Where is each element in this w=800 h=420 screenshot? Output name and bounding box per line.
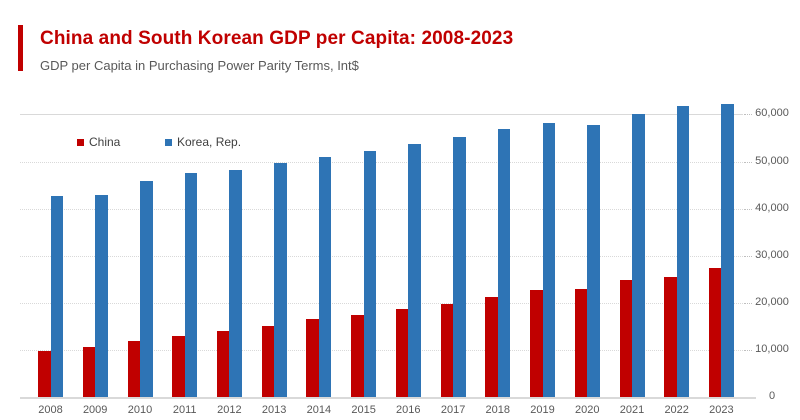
y-tick-label-60000: 60,000 bbox=[755, 107, 789, 119]
x-label-2022: 2022 bbox=[664, 404, 689, 416]
bar-korea-2009 bbox=[95, 194, 108, 397]
plot-area: 0 10,000 20,000 30,000 40,000 50,000 60,000 200… bbox=[20, 90, 789, 416]
bar-korea-2013 bbox=[274, 163, 287, 397]
legend-label-china: China bbox=[89, 135, 121, 149]
bar-korea-2008 bbox=[50, 195, 63, 397]
y-tick-50000 bbox=[744, 162, 752, 163]
bar-korea-2014 bbox=[318, 156, 332, 397]
china-legend-swatch-icon bbox=[77, 138, 84, 146]
bar-china-2016 bbox=[395, 309, 409, 397]
bar-korea-2012 bbox=[229, 169, 242, 397]
x-label-2023: 2023 bbox=[709, 404, 734, 416]
bar-korea-2018 bbox=[497, 129, 511, 397]
y-tick-label-30000: 30,000 bbox=[755, 249, 789, 261]
legend-item-korea: Korea, Rep. bbox=[165, 135, 241, 149]
bar-china-2018 bbox=[485, 297, 498, 397]
bar-korea-2011 bbox=[184, 173, 198, 397]
gridline-10000 bbox=[20, 350, 743, 351]
x-label-2013: 2013 bbox=[261, 404, 287, 416]
gridline-20000 bbox=[20, 303, 743, 304]
y-tick-label-10000: 10,000 bbox=[755, 343, 789, 355]
x-label-2014: 2014 bbox=[306, 404, 332, 416]
bar-china-2019 bbox=[530, 290, 543, 397]
y-tick-label-0: 0 bbox=[768, 390, 776, 402]
x-label-2018: 2018 bbox=[485, 404, 511, 416]
x-label-2009: 2009 bbox=[82, 404, 108, 416]
gridline-40000 bbox=[20, 209, 743, 210]
bar-china-2015 bbox=[351, 315, 364, 397]
gridline-30000 bbox=[20, 256, 743, 257]
bar-china-2021 bbox=[619, 280, 632, 397]
bar-china-2022 bbox=[664, 276, 677, 397]
x-label-2019: 2019 bbox=[530, 404, 555, 416]
x-label-2020: 2020 bbox=[575, 404, 600, 416]
legend-label-korea: Korea, Rep. bbox=[177, 135, 242, 149]
y-tick-label-20000: 20,000 bbox=[755, 296, 789, 308]
bar-china-2023 bbox=[708, 268, 722, 397]
bar-korea-2023 bbox=[721, 103, 734, 397]
gridline-60000 bbox=[20, 114, 743, 115]
chart-subtitle: GDP per Capita in Purchasing Power Parit… bbox=[40, 58, 359, 73]
x-label-2011: 2011 bbox=[172, 404, 197, 416]
x-label-2012: 2012 bbox=[217, 404, 242, 416]
legend-item-china: China bbox=[77, 135, 120, 149]
bar-china-2012 bbox=[216, 331, 230, 397]
korea-legend-swatch-icon bbox=[165, 138, 172, 146]
chart-title: China and South Korean GDP per Capita: 2… bbox=[40, 28, 514, 49]
bar-korea-2022 bbox=[676, 105, 690, 397]
gridline-50000 bbox=[20, 162, 743, 163]
bar-korea-2020 bbox=[587, 125, 600, 397]
bar-korea-2016 bbox=[408, 144, 421, 397]
y-tick-30000 bbox=[744, 256, 752, 257]
bar-china-2020 bbox=[574, 289, 588, 397]
bar-china-2013 bbox=[261, 325, 275, 397]
x-label-2015: 2015 bbox=[351, 404, 376, 416]
y-tick-40000 bbox=[744, 209, 752, 210]
x-label-2016: 2016 bbox=[396, 404, 421, 416]
bar-korea-2010 bbox=[140, 180, 153, 397]
bar-korea-2015 bbox=[363, 151, 377, 397]
x-axis-baseline bbox=[20, 397, 756, 399]
y-tick-label-40000: 40,000 bbox=[755, 202, 789, 214]
bar-china-2011 bbox=[172, 335, 185, 397]
bar-korea-2019 bbox=[542, 123, 555, 397]
y-tick-20000 bbox=[744, 303, 752, 304]
y-tick-60000 bbox=[744, 114, 752, 115]
y-tick-label-50000: 50,000 bbox=[755, 155, 789, 167]
bar-korea-2017 bbox=[453, 136, 466, 397]
bar-china-2017 bbox=[440, 303, 454, 397]
x-label-2017: 2017 bbox=[440, 404, 466, 416]
y-tick-10000 bbox=[744, 350, 752, 351]
title-accent-bar bbox=[18, 25, 23, 71]
bar-china-2014 bbox=[306, 319, 319, 397]
bar-china-2008 bbox=[38, 350, 51, 397]
bar-korea-2021 bbox=[632, 113, 645, 397]
bar-china-2009 bbox=[82, 347, 96, 397]
bar-china-2010 bbox=[127, 341, 140, 397]
x-label-2008: 2008 bbox=[38, 404, 63, 416]
x-label-2021: 2021 bbox=[619, 404, 645, 416]
x-label-2010: 2010 bbox=[127, 404, 153, 416]
